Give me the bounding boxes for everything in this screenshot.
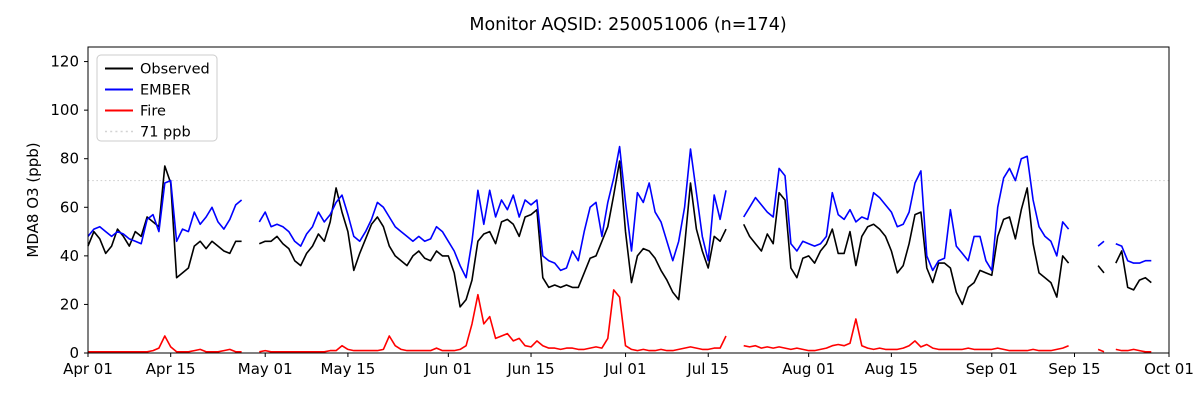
legend-item-fire: Fire (105, 104, 166, 120)
legend-label-fire: Fire (140, 104, 166, 120)
legend: Observed EMBER Fire 71 ppb (96, 54, 218, 142)
series-lines-layer (87, 145, 1152, 353)
legend-box (96, 54, 218, 142)
x-tick-label: Aug 01 (782, 360, 835, 378)
y-tick-label: 0 (69, 344, 79, 362)
legend-label-threshold: 71 ppb (140, 125, 191, 141)
x-tick-label: Oct 01 (1144, 360, 1194, 378)
axes-frame (87, 46, 1170, 354)
x-tick-label: Aug 15 (865, 360, 918, 378)
legend-item-threshold: 71 ppb (105, 125, 191, 141)
x-tick-label: May 01 (238, 360, 293, 378)
legend-label-ember: EMBER (140, 83, 191, 99)
x-tick-label: Apr 15 (146, 360, 196, 378)
legend-item-observed: Observed (105, 62, 210, 78)
ember-line (87, 145, 1152, 279)
y-tick-label: 20 (60, 295, 79, 313)
y-axis-label: MDA8 O3 (ppb) (24, 142, 42, 257)
legend-item-ember: EMBER (105, 83, 191, 99)
observed-line (87, 160, 1152, 308)
x-tick-label: Jul 01 (604, 360, 647, 378)
x-tick-label: May 15 (320, 360, 375, 378)
x-tick-label: Apr 01 (63, 360, 113, 378)
y-tick-label: 40 (60, 247, 79, 265)
y-tick-label: 60 (60, 198, 79, 216)
x-tick-label: Jul 15 (686, 360, 729, 378)
y-tick-label: 80 (60, 150, 79, 168)
y-tick-label: 100 (50, 101, 79, 119)
x-tick-label: Jun 15 (506, 360, 554, 378)
fire-line (88, 289, 1152, 353)
legend-label-observed: Observed (140, 62, 210, 78)
y-tick-label: 120 (50, 53, 79, 71)
x-tick-label: Sep 15 (1048, 360, 1100, 378)
chart-title: Monitor AQSID: 250051006 (n=174) (469, 15, 786, 35)
x-tick-label: Sep 01 (966, 360, 1018, 378)
x-tick-label: Jun 01 (424, 360, 472, 378)
axis-ticks-layer: Apr 01 Apr 15 May 01 May 15 Jun 01 Jun 15 Jul … (50, 53, 1194, 378)
